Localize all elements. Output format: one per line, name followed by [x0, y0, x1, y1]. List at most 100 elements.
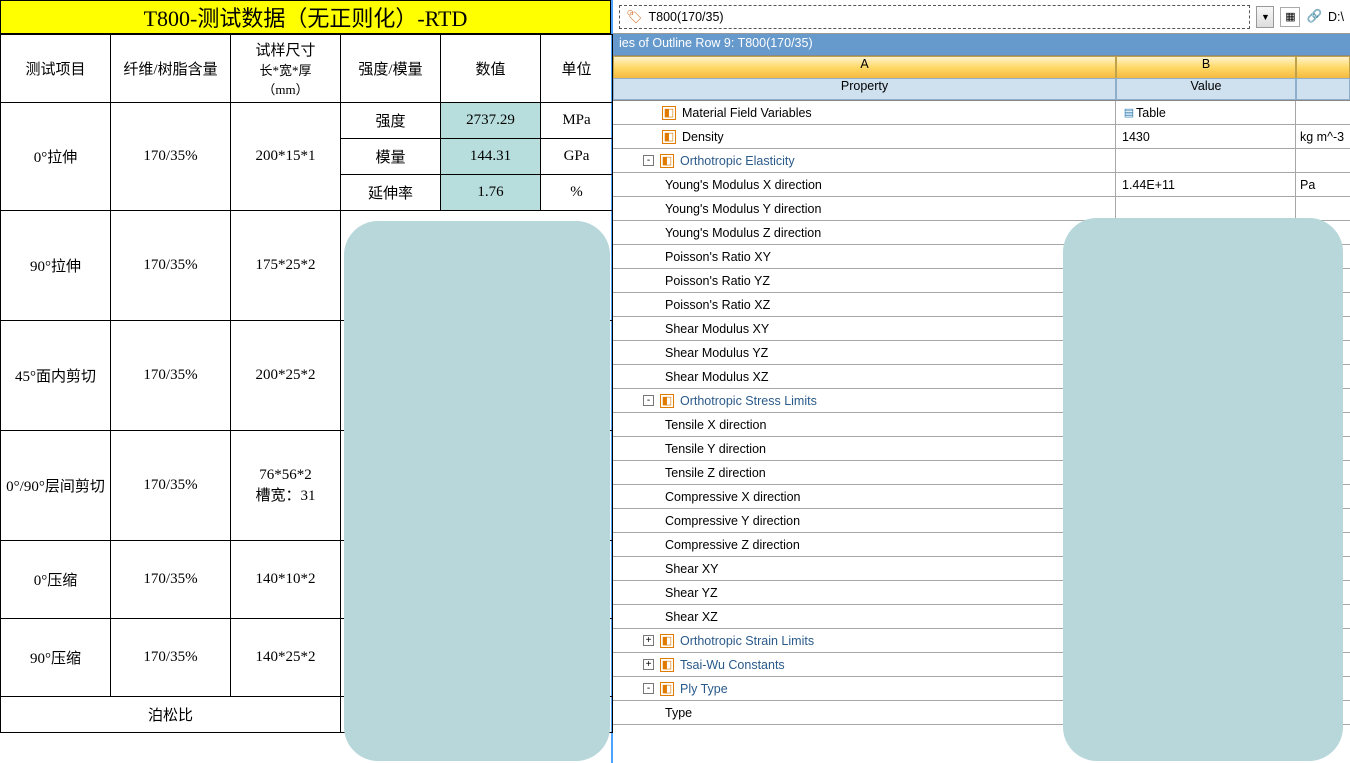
property-label: Material Field Variables — [682, 106, 812, 120]
property-label: Shear XY — [665, 562, 719, 576]
property-icon: ◧ — [660, 658, 674, 672]
expander-icon[interactable]: - — [643, 155, 654, 166]
th-size-l1: 试样尺寸 — [233, 39, 338, 60]
grid-header: A Property B Value — [613, 56, 1350, 101]
property-label: Tensile X direction — [665, 418, 766, 432]
cell-test-name: 0°压缩 — [1, 541, 111, 619]
property-label: Compressive Z direction — [665, 538, 800, 552]
property-icon: ◧ — [660, 634, 674, 648]
col-letter-a[interactable]: A — [613, 56, 1116, 78]
cell-ratio: 170/35% — [111, 541, 231, 619]
col-letter-c[interactable] — [1296, 56, 1350, 78]
property-value-cell[interactable]: ▤ Table — [1116, 101, 1296, 124]
property-unit-cell — [1296, 101, 1350, 124]
property-icon: ◧ — [660, 394, 674, 408]
cell-size: 200*25*2 — [231, 321, 341, 431]
col-label-value: Value — [1116, 78, 1296, 100]
cell-metric: 延伸率 — [341, 175, 441, 211]
expander-icon[interactable]: + — [643, 635, 654, 646]
cell-test-name: 45°面内剪切 — [1, 321, 111, 431]
cell-unit: % — [541, 175, 613, 211]
redaction-mask-left — [344, 221, 610, 761]
expander-icon[interactable]: - — [643, 683, 654, 694]
property-label: Orthotropic Elasticity — [680, 154, 795, 168]
col-letter-b[interactable]: B — [1116, 56, 1296, 78]
property-icon: ◧ — [662, 130, 676, 144]
property-label: Orthotropic Strain Limits — [680, 634, 814, 648]
property-unit-cell: Pa — [1296, 173, 1350, 196]
th-strength: 强度/模量 — [341, 35, 441, 103]
path-text: D:\ — [1328, 10, 1344, 24]
cell-size-l2: 槽宽：31 — [233, 484, 338, 505]
cell-test-name: 90°压缩 — [1, 619, 111, 697]
outline-section-title: ies of Outline Row 9: T800(170/35) — [613, 34, 1350, 56]
material-name-text: T800(170/35) — [649, 10, 724, 24]
property-row[interactable]: ◧Density1430kg m^-3 — [613, 125, 1350, 149]
th-unit: 单位 — [541, 35, 613, 103]
excel-table-panel: T800-测试数据（无正则化）-RTD 测试项目 纤维/树脂含量 试样尺寸 长*… — [0, 0, 613, 763]
property-unit-cell — [1296, 197, 1350, 220]
cell-size: 140*25*2 — [231, 619, 341, 697]
property-label: Shear YZ — [665, 586, 718, 600]
property-label: Tensile Y direction — [665, 442, 766, 456]
dropdown-button[interactable]: ▼ — [1256, 6, 1274, 28]
material-name-field[interactable]: 🏷 T800(170/35) — [619, 5, 1250, 29]
property-label: Tsai-Wu Constants — [680, 658, 785, 672]
th-value: 数值 — [441, 35, 541, 103]
cell-metric: 模量 — [341, 139, 441, 175]
cell-value: 144.31 — [441, 139, 541, 175]
cell-value: 2737.29 — [441, 103, 541, 139]
cell-ratio: 170/35% — [111, 431, 231, 541]
cell-test-name: 0°拉伸 — [1, 103, 111, 211]
cell-metric: 强度 — [341, 103, 441, 139]
table-title: T800-测试数据（无正则化）-RTD — [0, 0, 611, 34]
property-icon: ◧ — [660, 682, 674, 696]
cell-ratio: 170/35% — [111, 103, 231, 211]
cell-test-name: 0°/90°层间剪切 — [1, 431, 111, 541]
property-value-cell[interactable] — [1116, 149, 1296, 172]
property-row[interactable]: ◧Material Field Variables▤ Table — [613, 101, 1350, 125]
property-label: Poisson's Ratio YZ — [665, 274, 770, 288]
property-label: Poisson's Ratio XY — [665, 250, 771, 264]
property-label: Shear XZ — [665, 610, 718, 624]
cell-unit: MPa — [541, 103, 613, 139]
cell-size: 200*15*1 — [231, 103, 341, 211]
th-fiber-ratio: 纤维/树脂含量 — [111, 35, 231, 103]
link-icon: 🔗 — [1306, 9, 1322, 24]
th-size-l2: 长*宽*厚 — [233, 60, 338, 79]
property-unit-cell: kg m^-3 — [1296, 125, 1350, 148]
property-icon: ◧ — [660, 154, 674, 168]
cell-poisson: 泊松比 — [1, 697, 341, 733]
cell-size: 140*10*2 — [231, 541, 341, 619]
property-label: Poisson's Ratio XZ — [665, 298, 770, 312]
cell-size: 76*56*2 槽宽：31 — [231, 431, 341, 541]
property-label: Tensile Z direction — [665, 466, 766, 480]
grid-icon[interactable]: ▦ — [1280, 7, 1300, 27]
property-label: Compressive Y direction — [665, 514, 800, 528]
property-label: Young's Modulus Y direction — [665, 202, 821, 216]
property-label: Compressive X direction — [665, 490, 800, 504]
th-test-item: 测试项目 — [1, 35, 111, 103]
cell-size: 175*25*2 — [231, 211, 341, 321]
property-label: Young's Modulus X direction — [665, 178, 822, 192]
ansys-property-panel: 🏷 T800(170/35) ▼ ▦ 🔗 D:\ ies of Outline … — [613, 0, 1350, 763]
property-value-cell[interactable]: 1430 — [1116, 125, 1296, 148]
property-value-cell[interactable]: 1.44E+11 — [1116, 173, 1296, 196]
col-label-property: Property — [613, 78, 1116, 100]
property-row[interactable]: Young's Modulus X direction 1.44E+11Pa — [613, 173, 1350, 197]
tag-icon: 🏷 — [626, 9, 643, 25]
property-unit-cell — [1296, 149, 1350, 172]
expander-icon[interactable]: - — [643, 395, 654, 406]
expander-icon[interactable]: + — [643, 659, 654, 670]
th-size: 试样尺寸 长*宽*厚 （mm） — [231, 35, 341, 103]
cell-value: 1.76 — [441, 175, 541, 211]
property-row[interactable]: -◧ Orthotropic Elasticity — [613, 149, 1350, 173]
cell-ratio: 170/35% — [111, 211, 231, 321]
property-label: Type — [665, 706, 692, 720]
cell-test-name: 90°拉伸 — [1, 211, 111, 321]
property-value-cell[interactable] — [1116, 197, 1296, 220]
cell-size-l1: 76*56*2 — [233, 467, 338, 484]
col-label-unit — [1296, 78, 1350, 100]
cell-unit: GPa — [541, 139, 613, 175]
redaction-mask-right — [1063, 218, 1343, 761]
